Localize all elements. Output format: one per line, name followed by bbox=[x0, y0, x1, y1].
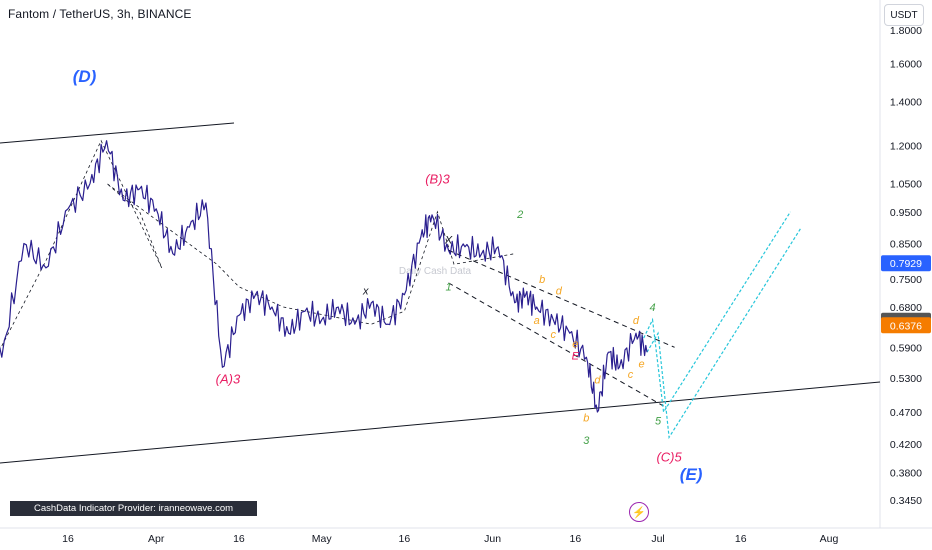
wave-label: (C)5 bbox=[656, 449, 682, 464]
y-tick-label: 1.2000 bbox=[890, 140, 922, 152]
wave-label: (D) bbox=[73, 67, 97, 86]
y-tick-label: 0.3450 bbox=[890, 495, 922, 507]
currency-button[interactable]: USDT bbox=[884, 4, 924, 26]
price-badge-label: 0.6376 bbox=[890, 320, 922, 332]
y-tick-label: 0.5300 bbox=[890, 373, 922, 385]
x-tick-label: Apr bbox=[148, 533, 165, 545]
wave-label: 2 bbox=[516, 209, 523, 221]
projection-lower bbox=[646, 226, 802, 440]
symbol-title: Fantom / TetherUS, 3h, BINANCE bbox=[8, 7, 192, 21]
wave-label: 1 bbox=[445, 282, 451, 294]
y-tick-label: 0.4200 bbox=[890, 439, 922, 451]
chart-watermark: Daily Cash Data bbox=[399, 266, 472, 277]
projection-path bbox=[640, 211, 802, 440]
wave-label: b bbox=[539, 274, 545, 286]
x-tick-label: May bbox=[312, 533, 333, 545]
y-tick-label: 0.7500 bbox=[890, 274, 922, 286]
x-tick-label: 16 bbox=[233, 533, 245, 545]
y-tick-label: 0.9500 bbox=[890, 207, 922, 219]
wave-label: b bbox=[583, 412, 589, 424]
y-tick-label: 1.6000 bbox=[890, 59, 922, 71]
trend-lines bbox=[0, 122, 881, 464]
y-tick-label: 0.3800 bbox=[890, 468, 922, 480]
y-tick-label: 1.8000 bbox=[890, 25, 922, 37]
wave-label: c bbox=[551, 329, 557, 341]
wave-label: (A)3 bbox=[216, 371, 241, 386]
wave-label: x bbox=[362, 286, 369, 298]
wave-label: a bbox=[534, 315, 540, 327]
upper-trendline bbox=[0, 122, 235, 144]
wave-label: d bbox=[556, 286, 563, 298]
x-tick-label: 16 bbox=[62, 533, 74, 545]
y-tick-label: 0.4700 bbox=[890, 407, 922, 419]
wave-label: e bbox=[572, 338, 578, 350]
price-line bbox=[0, 140, 648, 413]
x-tick-label: Aug bbox=[820, 533, 839, 545]
wave-label: 3 bbox=[583, 435, 590, 447]
x-tick-label: Jul bbox=[651, 533, 664, 545]
price-badge-current bbox=[881, 255, 931, 272]
wave-label: 4 bbox=[649, 302, 655, 314]
price-series bbox=[0, 140, 648, 413]
lightning-bolt-icon[interactable]: ⚡ bbox=[629, 502, 649, 522]
x-tick-label: 16 bbox=[569, 533, 581, 545]
x-tick-label: 16 bbox=[399, 533, 411, 545]
y-tick-label: 0.6800 bbox=[890, 302, 922, 314]
x-tick-label: Jun bbox=[484, 533, 501, 545]
price-badge-last bbox=[881, 317, 931, 334]
y-tick-label: 1.4000 bbox=[890, 96, 922, 108]
time-axis[interactable]: 16 Apr 16 May 16 Jun 16 Jul 16 Aug bbox=[62, 533, 838, 545]
y-tick-label: 0.8500 bbox=[890, 238, 922, 250]
provider-banner: CashData Indicator Provider: iranneowave… bbox=[10, 501, 257, 516]
wave-label: X bbox=[444, 234, 453, 246]
y-tick-label: 0.5900 bbox=[890, 342, 922, 354]
wave-label: e bbox=[638, 358, 644, 370]
y-tick-label: 1.0500 bbox=[890, 178, 922, 190]
wave-label: c bbox=[628, 369, 634, 381]
lower-trendline bbox=[0, 381, 881, 464]
wave-label: E bbox=[572, 351, 580, 363]
wave-label: d bbox=[633, 315, 640, 327]
wave-label: 5 bbox=[655, 415, 662, 427]
zigzag-lines bbox=[0, 139, 515, 351]
price-badge-label: 0.7929 bbox=[890, 258, 922, 270]
wave-label: d bbox=[594, 374, 601, 386]
x-tick-label: 16 bbox=[735, 533, 747, 545]
wave-label: (E) bbox=[680, 465, 703, 484]
price-axis[interactable]: 1.8000 1.6000 1.4000 1.2000 1.0500 0.9500 0.85… bbox=[890, 25, 922, 507]
projection-upper bbox=[640, 211, 791, 414]
wave-zigzag bbox=[0, 139, 515, 351]
wave-label: (B)3 bbox=[425, 171, 450, 186]
